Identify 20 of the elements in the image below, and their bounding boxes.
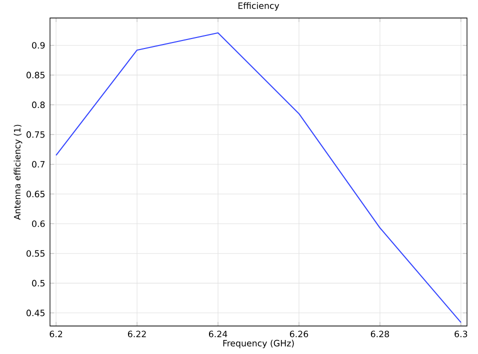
y-tick-label: 0.9: [32, 42, 45, 49]
x-tick-label: 6.2: [50, 330, 62, 338]
chart-title: Efficiency: [238, 2, 280, 11]
y-tick-label: 0.65: [26, 190, 45, 198]
x-tick-label: 6.22: [128, 330, 146, 338]
y-tick-label: 0.5: [32, 280, 45, 286]
x-tick-label: 6.24: [208, 330, 228, 338]
x-tick-label: 6.28: [370, 330, 390, 338]
y-tick-label: 0.7: [32, 161, 45, 168]
x-tick-label: 6.26: [290, 330, 308, 338]
y-tick-label: 0.55: [26, 250, 45, 257]
x-tick-label: 6.3: [454, 330, 468, 338]
y-tick-label: 0.8: [32, 102, 45, 108]
y-axis-title: Antenna efficiency (1): [14, 124, 22, 220]
line-series: [56, 32, 462, 323]
x-axis-title: Frequency (GHz): [223, 340, 294, 348]
y-tick-label: 0.6: [32, 220, 45, 228]
y-tick-label: 0.45: [26, 310, 45, 316]
y-tick-label: 0.75: [26, 131, 45, 138]
y-tick-label: 0.85: [26, 72, 45, 78]
